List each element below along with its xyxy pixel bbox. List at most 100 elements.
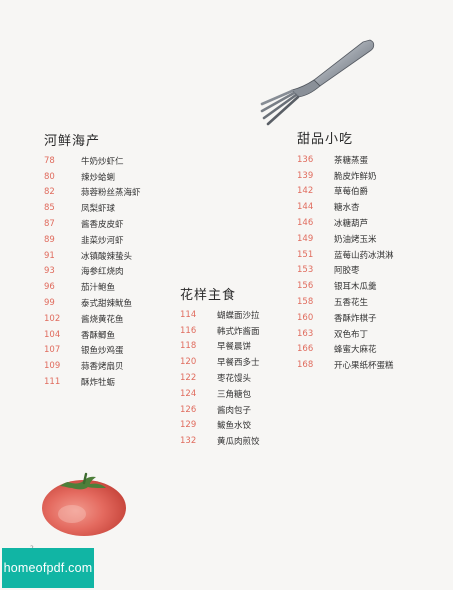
toc-page-number: 107 [44,345,61,356]
watermark-badge: homeofpdf.com [2,548,94,588]
toc-page-number: 102 [44,313,61,324]
toc-page-number: 139 [297,170,314,181]
toc-recipe-name: 枣花馒头 [217,374,252,385]
toc-page-number: 166 [297,344,314,355]
toc-entry[interactable]: 87 酱香皮皮虾 [44,216,141,232]
toc-page-number: 111 [44,377,61,388]
toc-entry[interactable]: 139 脆皮炸鲜奶 [297,168,394,184]
toc-page-number: 116 [180,325,197,336]
toc-entry[interactable]: 158 五香花生 [297,294,394,310]
toc-recipe-name: 茄汁鲍鱼 [81,283,116,294]
tomato-icon [42,472,126,536]
toc-page-number: 80 [44,171,55,182]
toc-entry[interactable]: 93 海参红烧肉 [44,264,141,280]
toc-recipe-name: 酱肉包子 [217,405,252,416]
toc-page-number: 129 [180,420,197,431]
toc-entry[interactable]: 160 香酥炸棋子 [297,310,394,326]
toc-entry[interactable]: 132 黄瓜肉煎饺 [180,433,260,449]
toc-entry[interactable]: 151 蓝莓山药冰淇淋 [297,247,394,263]
toc-entry[interactable]: 118 早餐晨饼 [180,339,260,355]
toc-recipe-name: 奶油烤玉米 [334,234,377,245]
toc-entry[interactable]: 91 冰镇酸辣蛰头 [44,248,141,264]
toc-page-number: 124 [180,388,197,399]
toc-recipe-name: 草莓伯爵 [334,187,369,198]
toc-recipe-name: 冰糖葫芦 [334,219,369,230]
watermark-text: homeofpdf.com [3,561,93,575]
toc-page-number: 78 [44,155,55,166]
toc-page-number: 104 [44,329,61,340]
section-title-staple: 花样主食 [180,288,237,303]
toc-recipe-name: 鲅鱼水饺 [217,421,252,432]
toc-entry[interactable]: 120 早餐西多士 [180,354,260,370]
toc-entry[interactable]: 116 韩式炸酱面 [180,323,260,339]
toc-recipe-name: 香酥炸棋子 [334,313,377,324]
toc-entry[interactable]: 163 双色布丁 [297,326,394,342]
toc-entry[interactable]: 153 阿胶枣 [297,263,394,279]
toc-page-number: 156 [297,281,314,292]
toc-recipe-name: 蜂蜜大麻花 [334,345,377,356]
toc-page-number: 142 [297,186,314,197]
toc-recipe-name: 酱香皮皮虾 [81,220,124,231]
toc-entry[interactable]: 136 茶糖蒸蛋 [297,152,394,168]
toc-entry[interactable]: 126 酱肉包子 [180,402,260,418]
toc-entry[interactable]: 144 糖水杏 [297,199,394,215]
toc-page-number: 151 [297,249,314,260]
toc-recipe-name: 蓝莓山药冰淇淋 [334,250,394,261]
toc-entry[interactable]: 99 泰式甜辣鱿鱼 [44,295,141,311]
toc-recipe-name: 糖水杏 [334,203,360,214]
toc-entry[interactable]: 114 蝴蝶面沙拉 [180,307,260,323]
toc-recipe-name: 五香花生 [334,298,369,309]
toc-recipe-name: 脆皮炸鲜奶 [334,171,377,182]
toc-recipe-name: 银鱼炒鸡蛋 [81,346,124,357]
toc-entry[interactable]: 149 奶油烤玉米 [297,231,394,247]
toc-page-number: 163 [297,328,314,339]
fork-icon [260,39,375,126]
toc-entry[interactable]: 85 凤梨虾球 [44,200,141,216]
toc-entry[interactable]: 109 蒜香烤扇贝 [44,358,141,374]
toc-recipe-name: 阿胶枣 [334,266,360,277]
toc-page-number: 122 [180,373,197,384]
toc-entry[interactable]: 166 蜂蜜大麻花 [297,342,394,358]
toc-entry[interactable]: 111 酥炸牡蛎 [44,374,141,390]
toc-recipe-name: 辣炒蛤蜊 [81,172,116,183]
toc-page-number: 89 [44,234,55,245]
toc-page-number: 168 [297,360,314,371]
toc-entry[interactable]: 102 酱烧黄花鱼 [44,311,141,327]
toc-recipe-name: 韭菜炒河虾 [81,235,124,246]
toc-page-number: 126 [180,404,197,415]
toc-recipe-name: 酱烧黄花鱼 [81,314,124,325]
toc-recipe-name: 泰式甜辣鱿鱼 [81,299,133,310]
toc-recipe-name: 早餐西多士 [217,358,260,369]
toc-recipe-name: 银耳木瓜羹 [334,282,377,293]
toc-entry[interactable]: 104 香酥鲫鱼 [44,327,141,343]
toc-recipe-name: 海参红烧肉 [81,267,124,278]
toc-recipe-name: 三角糖包 [217,389,252,400]
toc-entry[interactable]: 96 茄汁鲍鱼 [44,279,141,295]
toc-page-number: 87 [44,219,55,230]
toc-entry[interactable]: 124 三角糖包 [180,386,260,402]
toc-entry[interactable]: 78 牛奶炒虾仁 [44,153,141,169]
section-title-seafood: 河鲜海产 [44,134,101,149]
toc-recipe-name: 茶糖蒸蛋 [334,155,369,166]
toc-entry[interactable]: 82 蒜蓉粉丝蒸海虾 [44,185,141,201]
toc-entry[interactable]: 122 枣花馒头 [180,370,260,386]
toc-page-number: 109 [44,361,61,372]
toc-recipe-name: 开心果纸杯蛋糕 [334,361,394,372]
toc-recipe-name: 蒜香烤扇贝 [81,362,124,373]
toc-entry[interactable]: 89 韭菜炒河虾 [44,232,141,248]
toc-entry[interactable]: 107 银鱼炒鸡蛋 [44,343,141,359]
toc-page-number: 118 [180,341,197,352]
toc-entry[interactable]: 129 鲅鱼水饺 [180,418,260,434]
toc-list-staple: 114 蝴蝶面沙拉 116 韩式炸酱面 118 早餐晨饼 120 早餐西多士 122 枣花馒头 12… [180,307,260,449]
toc-entry[interactable]: 142 草莓伯爵 [297,184,394,200]
toc-recipe-name: 冰镇酸辣蛰头 [81,251,133,262]
toc-entry[interactable]: 156 银耳木瓜羹 [297,278,394,294]
toc-page-number: 85 [44,203,55,214]
toc-entry[interactable]: 80 辣炒蛤蜊 [44,169,141,185]
toc-page-number: 91 [44,250,55,261]
toc-page-number: 99 [44,298,55,309]
toc-page-number: 93 [44,266,55,277]
toc-entry[interactable]: 146 冰糖葫芦 [297,215,394,231]
toc-entry[interactable]: 168 开心果纸杯蛋糕 [297,357,394,373]
